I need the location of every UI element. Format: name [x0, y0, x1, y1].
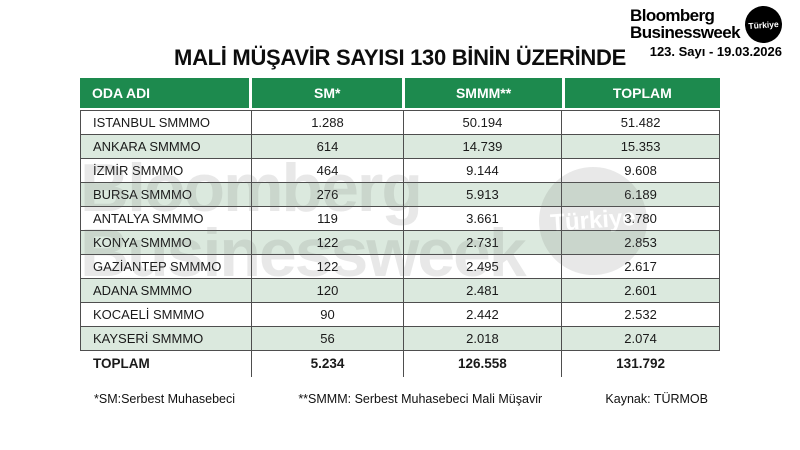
cell-value: 2.853 — [561, 230, 720, 255]
issue-label: 123. Sayı - 19.03.2026 — [649, 44, 782, 59]
cell-value: 2.532 — [561, 302, 720, 327]
table-row: ANKARA SMMMO 614 14.739 15.353 — [79, 134, 720, 159]
cell-oda-adi: ANTALYA SMMMO — [79, 206, 253, 231]
turkiye-badge: Türkiye — [743, 4, 784, 45]
cell-value: 51.482 — [561, 110, 720, 135]
cell-oda-adi: ADANA SMMMO — [79, 278, 253, 303]
cell-value: 9.144 — [402, 158, 563, 183]
cell-value: 2.074 — [561, 326, 720, 351]
table-row: BURSA SMMMO 276 5.913 6.189 — [79, 182, 720, 207]
cell-value: 90 — [251, 302, 404, 327]
total-row: TOPLAM 5.234 126.558 131.792 — [80, 350, 720, 377]
cell-value: 122 — [251, 230, 404, 255]
column-header-sm: SM* — [252, 78, 403, 108]
table-row: İZMİR SMMMO 464 9.144 9.608 — [79, 158, 720, 183]
bloomberg-businessweek-logo: Bloomberg Businessweek — [630, 5, 741, 42]
footnote-smmm: **SMMM: Serbest Muhasebeci Mali Müşavir — [298, 392, 543, 406]
table-row: ISTANBUL SMMMO 1.288 50.194 51.482 — [79, 110, 720, 135]
total-smmm-value: 126.558 — [402, 350, 563, 377]
cell-oda-adi: GAZİANTEP SMMMO — [79, 254, 253, 279]
cell-oda-adi: ISTANBUL SMMMO — [79, 110, 253, 135]
cell-oda-adi: İZMİR SMMMO — [79, 158, 253, 183]
page-title: MALİ MÜŞAVİR SAYISI 130 BİNİN ÜZERİNDE — [174, 45, 626, 70]
cell-value: 2.731 — [402, 230, 563, 255]
cell-value: 122 — [251, 254, 404, 279]
table-row: KONYA SMMMO 122 2.731 2.853 — [79, 230, 720, 255]
cell-value: 9.608 — [561, 158, 720, 183]
cell-value: 119 — [251, 206, 404, 231]
logo-line1: Bloomberg — [630, 5, 715, 25]
cell-value: 120 — [251, 278, 404, 303]
cell-value: 56 — [251, 326, 404, 351]
cell-value: 464 — [251, 158, 404, 183]
total-toplam-value: 131.792 — [561, 350, 720, 377]
table-row: ADANA SMMMO 120 2.481 2.601 — [79, 278, 720, 303]
cell-value: 5.913 — [402, 182, 563, 207]
cell-value: 2.018 — [402, 326, 563, 351]
cell-value: 15.353 — [561, 134, 720, 159]
cell-oda-adi: KOCAELİ SMMMO — [79, 302, 253, 327]
logo-line2: Businessweek — [630, 22, 741, 42]
column-header-toplam: TOPLAM — [564, 78, 720, 108]
cell-value: 2.617 — [561, 254, 720, 279]
table-row: KOCAELİ SMMMO 90 2.442 2.532 — [79, 302, 720, 327]
cell-value: 2.495 — [402, 254, 563, 279]
data-table: ODA ADI SM* SMMM** TOPLAM ISTANBUL SMMMO… — [79, 78, 720, 377]
total-label: TOPLAM — [80, 350, 253, 377]
source-label: Kaynak: TÜRMOB — [605, 392, 708, 406]
cell-oda-adi: BURSA SMMMO — [79, 182, 253, 207]
cell-value: 6.189 — [561, 182, 720, 207]
cell-value: 2.601 — [561, 278, 720, 303]
cell-value: 14.739 — [402, 134, 563, 159]
cell-oda-adi: ANKARA SMMMO — [79, 134, 253, 159]
masthead-logo: Bloomberg Businessweek Türkiye — [630, 4, 784, 45]
table-row: KAYSERİ SMMMO 56 2.018 2.074 — [79, 326, 720, 351]
footnote-sm: *SM:Serbest Muhasebeci — [94, 392, 236, 406]
column-header-oda-adi: ODA ADI — [80, 78, 250, 108]
table-header-row: ODA ADI SM* SMMM** TOPLAM — [80, 78, 720, 108]
cell-value: 3.661 — [402, 206, 563, 231]
cell-oda-adi: KONYA SMMMO — [79, 230, 253, 255]
column-header-smmm: SMMM** — [405, 78, 562, 108]
table-row: GAZİANTEP SMMMO 122 2.495 2.617 — [79, 254, 720, 279]
cell-value: 2.481 — [402, 278, 563, 303]
cell-oda-adi: KAYSERİ SMMMO — [79, 326, 253, 351]
cell-value: 2.442 — [402, 302, 563, 327]
total-sm-value: 5.234 — [251, 350, 404, 377]
cell-value: 3.780 — [561, 206, 720, 231]
table-row: ANTALYA SMMMO 119 3.661 3.780 — [79, 206, 720, 231]
cell-value: 614 — [251, 134, 404, 159]
cell-value: 50.194 — [402, 110, 563, 135]
footnotes: *SM:Serbest Muhasebeci **SMMM: Serbest M… — [80, 392, 720, 406]
cell-value: 276 — [251, 182, 404, 207]
cell-value: 1.288 — [251, 110, 404, 135]
